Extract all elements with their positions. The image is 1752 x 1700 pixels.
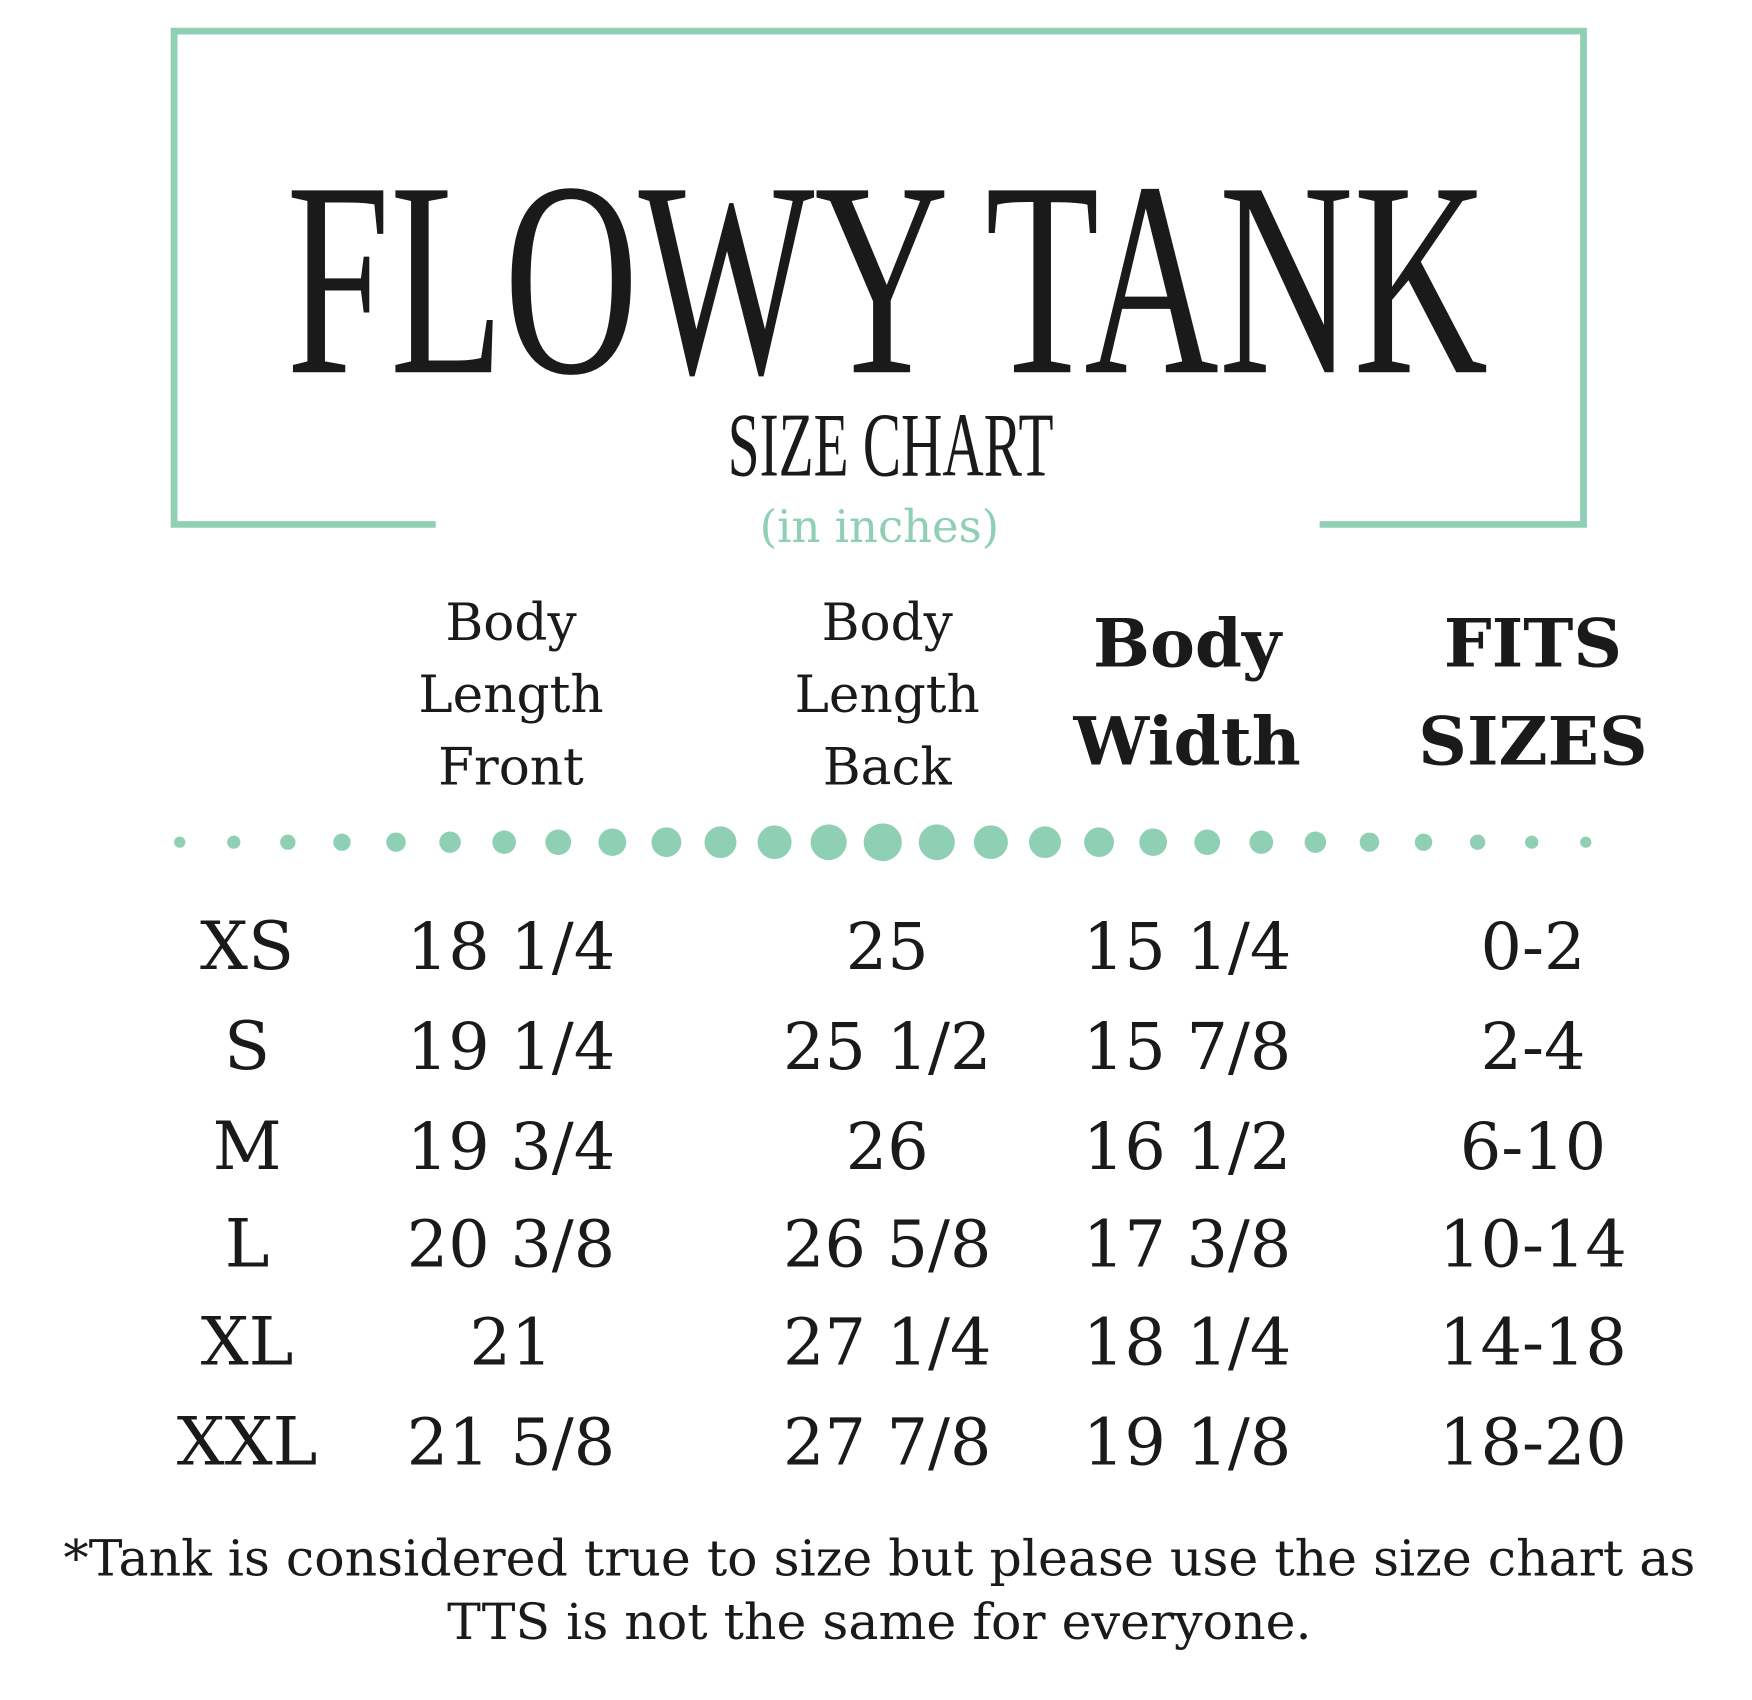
dot [174, 836, 186, 848]
cell: 16 1/2 [1083, 1110, 1291, 1185]
dot [386, 832, 406, 852]
dot-divider [174, 823, 1592, 862]
size-label: S [224, 1007, 270, 1085]
dot [545, 829, 572, 855]
cell: 17 3/8 [1083, 1208, 1291, 1283]
dot [492, 830, 517, 854]
column-header: Length [418, 665, 603, 725]
dot [280, 834, 296, 850]
cell: 0-2 [1481, 910, 1586, 985]
column-header: Body [822, 593, 953, 653]
cell: 14-18 [1439, 1306, 1627, 1381]
column-header: Length [795, 665, 980, 725]
cell: 21 5/8 [407, 1406, 615, 1481]
dot [1249, 830, 1274, 854]
dot [439, 831, 461, 853]
dot [1414, 833, 1433, 851]
cell: 26 5/8 [783, 1208, 991, 1283]
cell: 25 1/2 [783, 1010, 991, 1085]
dot [918, 824, 955, 861]
size-label: XXL [177, 1403, 318, 1481]
dot [333, 833, 351, 851]
cell: 19 1/8 [1083, 1406, 1291, 1481]
cell: 20 3/8 [407, 1208, 615, 1283]
footnote-line: *Tank is considered true to size but ple… [63, 1529, 1695, 1588]
dot [1139, 828, 1168, 856]
column-header: Width [1072, 702, 1300, 781]
size-label: M [213, 1107, 282, 1185]
cell: 10-14 [1439, 1208, 1627, 1283]
cell: 6-10 [1460, 1110, 1606, 1185]
footnote: *Tank is considered true to size but ple… [63, 1529, 1695, 1651]
size-label: XS [200, 907, 294, 985]
cell: 21 [470, 1306, 553, 1381]
size-label: XL [201, 1303, 294, 1381]
dot [1580, 836, 1592, 848]
size-table: Body Length Front Body Length Back Body Width FI… [177, 593, 1648, 1480]
dot [973, 825, 1008, 860]
dot [863, 823, 902, 862]
footnote-line: TTS is not the same for everyone. [447, 1592, 1311, 1651]
cell: 27 1/4 [783, 1306, 991, 1381]
column-header: Body [445, 593, 576, 653]
dot [1525, 835, 1539, 849]
cell: 19 1/4 [407, 1010, 615, 1085]
subtitle: SIZE CHART [728, 394, 1054, 495]
dot [1194, 829, 1221, 855]
dot [704, 826, 737, 859]
title: FLOWY TANK [286, 126, 1488, 433]
cell: 18 1/4 [407, 910, 615, 985]
cell: 25 [846, 910, 929, 985]
dot [1359, 832, 1380, 852]
dot [1469, 834, 1486, 850]
column-header: Back [823, 738, 953, 798]
dot [598, 828, 627, 856]
unit-note: (in inches) [760, 501, 1000, 553]
cell: 27 7/8 [783, 1406, 991, 1481]
column-header: Front [438, 738, 584, 798]
dot [651, 827, 682, 858]
cell: 18-20 [1439, 1406, 1627, 1481]
dot [757, 825, 792, 860]
dot [1028, 826, 1061, 859]
column-header: SIZES [1418, 702, 1647, 781]
cell: 15 1/4 [1083, 910, 1291, 985]
cell: 19 3/4 [407, 1110, 615, 1185]
dot [810, 824, 847, 861]
dot [227, 835, 241, 849]
size-label: L [225, 1205, 270, 1283]
cell: 26 [846, 1110, 929, 1185]
cell: 2-4 [1481, 1010, 1586, 1085]
frame [170, 27, 1587, 528]
column-header: Body [1093, 604, 1283, 683]
cell: 15 7/8 [1083, 1010, 1291, 1085]
cell: 18 1/4 [1083, 1306, 1291, 1381]
dot [1304, 831, 1327, 853]
column-header: FITS [1444, 604, 1622, 683]
dot [1084, 827, 1115, 858]
